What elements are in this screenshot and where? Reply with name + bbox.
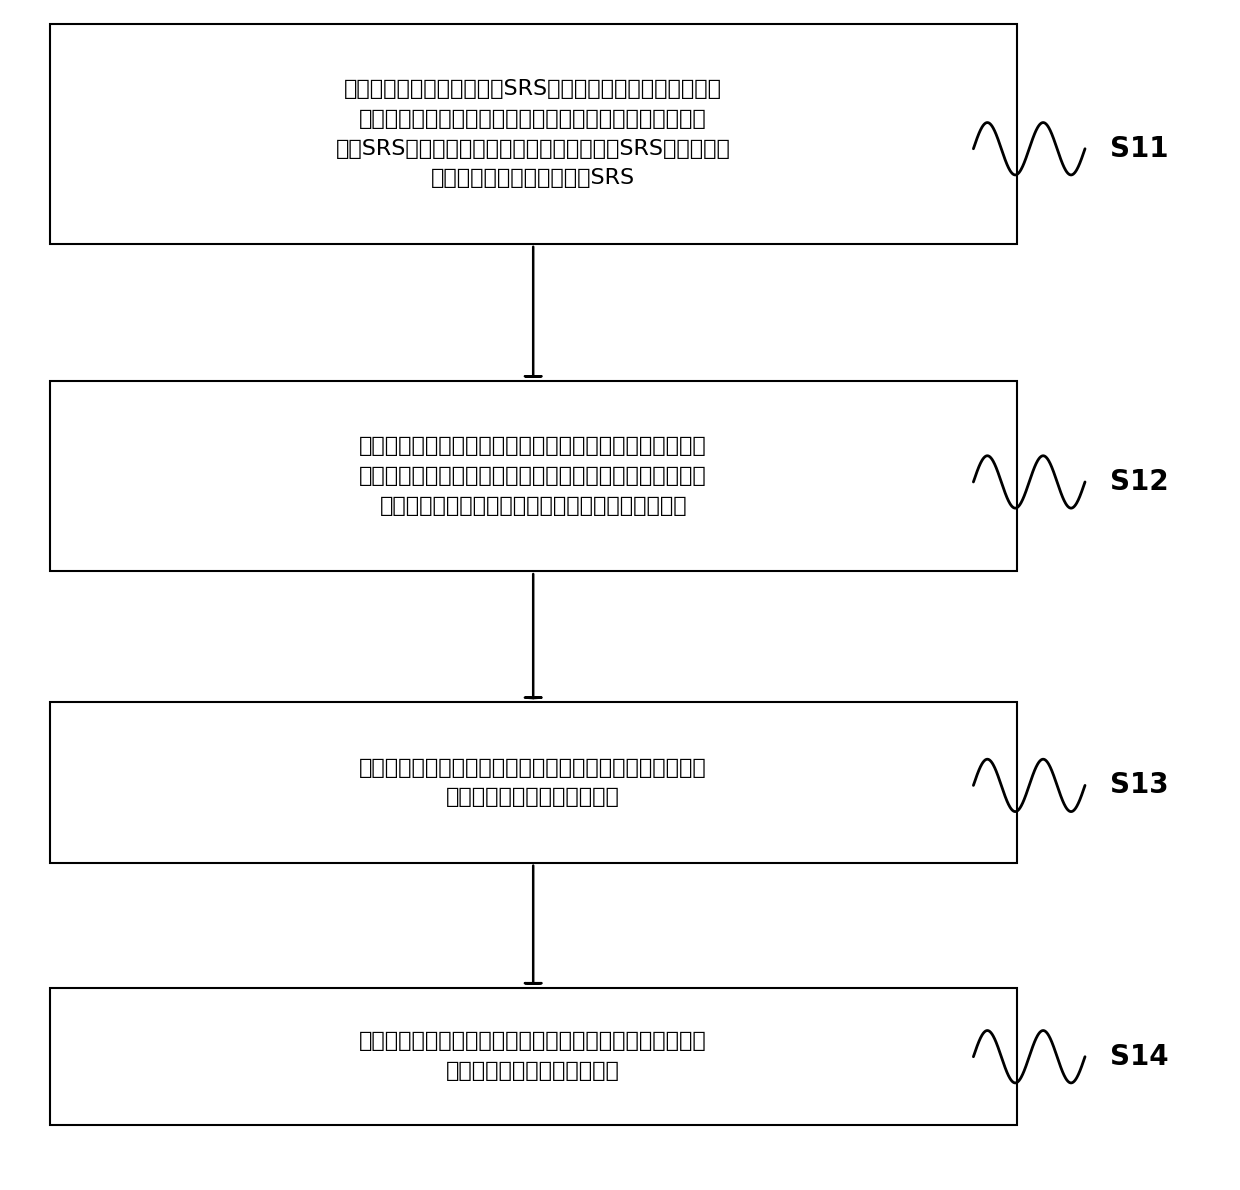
- Text: S11: S11: [1110, 134, 1168, 163]
- Text: S12: S12: [1110, 468, 1168, 496]
- Bar: [50, 381, 1017, 571]
- Bar: [50, 702, 1017, 863]
- Text: S13: S13: [1110, 771, 1168, 800]
- Text: 在进行下行波束赋形时，对共享所述协作频带的边缘用户的
下行调度的数据进行波束赋形: 在进行下行波束赋形时，对共享所述协作频带的边缘用户的 下行调度的数据进行波束赋形: [360, 1032, 707, 1081]
- Text: S14: S14: [1110, 1042, 1168, 1071]
- Text: 根据所述主小区协作用户的上行链路信道系数和所述协作小
区的每个边缘用户的上行链路信道系数，计算所述主小区协
作用户和协作小区的任一边缘用户之间的信道相关性: 根据所述主小区协作用户的上行链路信道系数和所述协作小 区的每个边缘用户的上行链路…: [360, 437, 707, 515]
- Text: 根据所述信道相关性确定所述协作小区中共享所述主小区协
作用户的协作频带的边缘用户: 根据所述信道相关性确定所述协作小区中共享所述主小区协 作用户的协作频带的边缘用户: [360, 758, 707, 807]
- Bar: [50, 988, 1017, 1125]
- Bar: [50, 24, 1017, 244]
- Text: 根据接收到的侦听参考信息SRS分别获取主小区协作用户和协
作小区的每个边缘用户的上行链路信道系数，所述侦听参考
信息SRS包括所述协作小区的每个边缘用户的SRS: 根据接收到的侦听参考信息SRS分别获取主小区协作用户和协 作小区的每个边缘用户的…: [336, 80, 730, 188]
